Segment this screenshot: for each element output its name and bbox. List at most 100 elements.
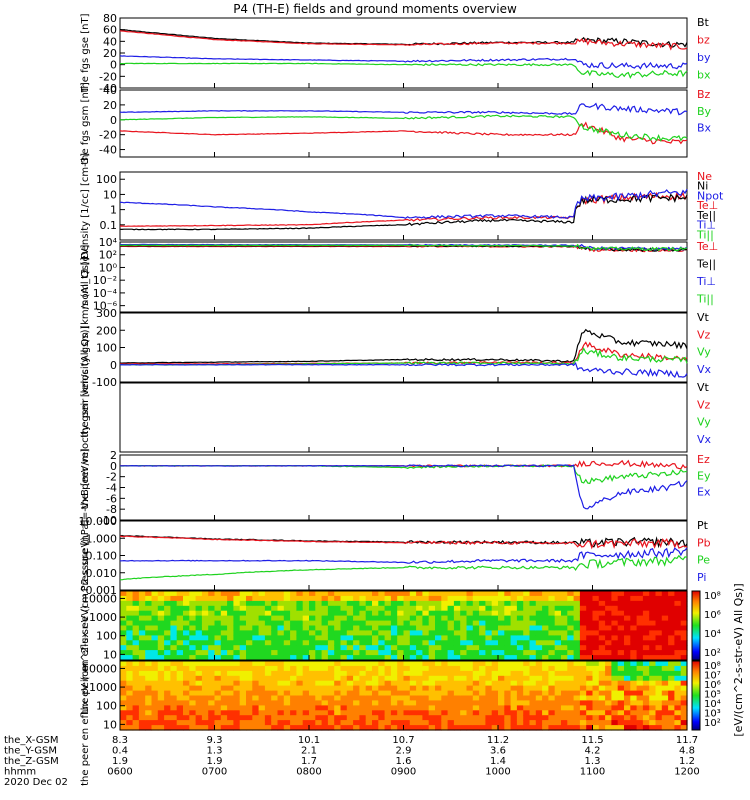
- spectrogram-cell: [277, 655, 285, 661]
- spectrogram-cell: [302, 715, 310, 721]
- spectrogram-cell: [214, 595, 222, 602]
- spectrogram-cell: [208, 690, 216, 697]
- spectrogram-cell: [334, 605, 342, 612]
- spectrogram-cell: [479, 690, 486, 697]
- spectrogram-cell: [485, 710, 493, 716]
- spectrogram-cell: [674, 645, 682, 651]
- spectrogram-cell: [283, 685, 291, 692]
- spectrogram-cell: [592, 645, 600, 651]
- spectrogram-cell: [649, 710, 657, 716]
- spectrogram-cell: [145, 610, 153, 617]
- spectrogram-cell: [460, 680, 468, 687]
- spectrogram-cell: [397, 665, 405, 672]
- spectrogram-cell: [491, 690, 499, 697]
- x-row-value: 0.4: [112, 746, 128, 757]
- spectrogram-cell: [491, 615, 499, 622]
- spectrogram-cell: [390, 635, 398, 641]
- spectrogram-cell: [453, 610, 461, 617]
- spectrogram-cell: [504, 591, 512, 597]
- spectrogram-cell: [309, 645, 316, 651]
- spectrogram-cell: [195, 650, 203, 656]
- spectrogram-cell: [598, 620, 606, 627]
- spectrogram-cell: [642, 600, 650, 607]
- spectrogram-cell: [321, 595, 329, 602]
- spectrogram-cell: [290, 665, 297, 672]
- spectrogram-cell: [516, 595, 524, 602]
- spectrogram-cell: [214, 700, 222, 706]
- spectrogram-cell: [195, 595, 203, 602]
- spectrogram-cell: [642, 605, 650, 612]
- spectrogram-cell: [315, 595, 323, 602]
- spectrogram-cell: [661, 675, 669, 682]
- spectrogram-cell: [416, 640, 423, 646]
- spectrogram-cell: [567, 715, 575, 721]
- spectrogram-cell: [271, 640, 279, 646]
- spectrogram-cell: [277, 591, 285, 597]
- spectrogram-cell: [283, 705, 291, 711]
- spectrogram-cell: [321, 600, 329, 607]
- spectrogram-cell: [353, 715, 360, 721]
- spectrogram-cell: [132, 680, 140, 687]
- spectrogram-cell: [416, 705, 423, 711]
- spectrogram-cell: [157, 695, 165, 701]
- spectrogram-cell: [372, 720, 379, 726]
- spectrogram-cell: [636, 591, 644, 597]
- spectrogram-cell: [479, 700, 486, 706]
- spectrogram-cell: [561, 615, 568, 622]
- spectrogram-cell: [535, 620, 543, 627]
- spectrogram-cell: [296, 690, 304, 697]
- spectrogram-cell: [384, 705, 392, 711]
- spectrogram-cell: [435, 725, 442, 731]
- spectrogram-cell: [384, 645, 392, 651]
- x-row-value: 1.9: [207, 756, 223, 767]
- x-row-value: 0800: [296, 767, 321, 778]
- spectrogram-cell: [649, 665, 657, 672]
- spectrogram-cell: [510, 645, 518, 651]
- spectrogram-cell: [384, 665, 392, 672]
- y-tick-label: 10000: [82, 662, 117, 675]
- spectrogram-cell: [201, 690, 209, 697]
- spectrogram-cell: [390, 645, 398, 651]
- spectrogram-cell: [510, 695, 518, 701]
- spectrogram-cell: [365, 661, 373, 667]
- spectrogram-cell: [453, 705, 461, 711]
- spectrogram-cell: [453, 690, 461, 697]
- spectrogram-cell: [220, 695, 228, 701]
- spectrogram-cell: [598, 615, 606, 622]
- spectrogram-cell: [485, 665, 493, 672]
- spectrogram-cell: [252, 720, 260, 726]
- spectrogram-cell: [151, 635, 159, 641]
- spectrogram-cell: [252, 700, 260, 706]
- spectrogram-cell: [346, 685, 354, 692]
- spectrogram-cell: [453, 615, 461, 622]
- spectrogram-cell: [290, 645, 297, 651]
- spectrogram-cell: [447, 715, 455, 721]
- spectrogram-cell: [491, 600, 499, 607]
- spectrogram-cell: [422, 640, 430, 646]
- y-tick-label: 0: [110, 359, 117, 372]
- spectrogram-cell: [170, 661, 178, 667]
- spectrogram-cell: [453, 670, 461, 677]
- spectrogram-cell: [208, 635, 216, 641]
- spectrogram-cell: [353, 655, 360, 661]
- spectrogram-cell: [189, 720, 197, 726]
- spectrogram-cell: [636, 605, 644, 612]
- spectrogram-cell: [466, 645, 474, 651]
- spectrogram-cell: [138, 630, 146, 636]
- spectrogram-cell: [548, 695, 556, 701]
- spectrogram-cell: [246, 710, 253, 716]
- spectrogram-cell: [409, 630, 417, 636]
- spectrogram-cell: [384, 615, 392, 622]
- spectrogram-cell: [661, 690, 669, 697]
- spectrogram-cell: [372, 715, 379, 721]
- spectrogram-cell: [510, 725, 518, 731]
- spectrogram-cell: [668, 645, 675, 651]
- spectrogram-cell: [460, 625, 468, 631]
- x-row-value: 1.3: [207, 746, 223, 757]
- spectrogram-cell: [164, 665, 171, 672]
- spectrogram-cell: [189, 630, 197, 636]
- spectrogram-cell: [548, 670, 556, 677]
- spectrogram-cell: [277, 615, 285, 622]
- spectrogram-cell: [378, 710, 386, 716]
- series-bz-line: [119, 30, 688, 51]
